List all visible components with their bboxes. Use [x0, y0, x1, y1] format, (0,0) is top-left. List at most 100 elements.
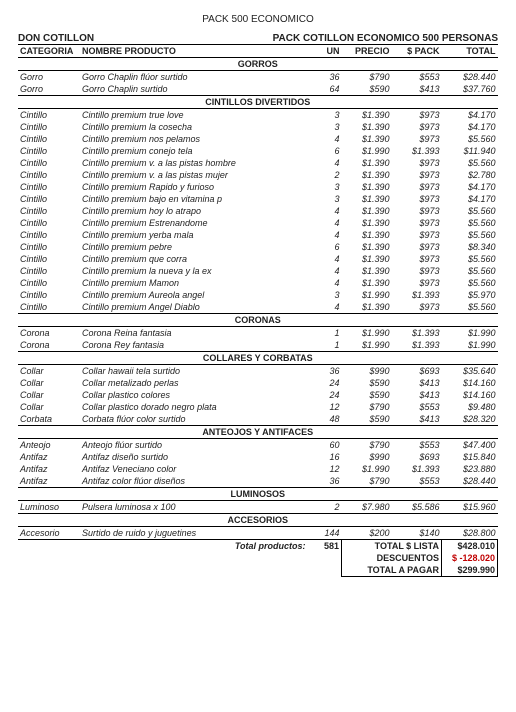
cell: $1.390 [342, 157, 392, 169]
cell: Cintillo [18, 289, 80, 301]
section-title-row: LUMINOSOS [18, 488, 498, 501]
cell: $4.170 [442, 121, 498, 133]
cell: Antifaz [18, 463, 80, 475]
cell: Cintillo premium true love [80, 109, 308, 122]
cell: $1.990 [342, 463, 392, 475]
cell: $973 [392, 133, 442, 145]
cell: Collar hawaii tela surtido [80, 365, 308, 378]
cell: Cintillo premium v. a las pistas mujer [80, 169, 308, 181]
cell: 2 [308, 169, 342, 181]
table-row: CintilloCintillo premium true love3$1.39… [18, 109, 498, 122]
cell: Gorro Chaplin surtido [80, 83, 308, 96]
cell: $1.990 [342, 327, 392, 340]
table-row: CintilloCintillo premium yerba mala4$1.3… [18, 229, 498, 241]
cell: 3 [308, 121, 342, 133]
cell: $1.390 [342, 121, 392, 133]
cell: $1.390 [342, 133, 392, 145]
section-title-row: GORROS [18, 58, 498, 71]
cell: Cintillo premium Mamon [80, 277, 308, 289]
section-title: ACCESORIOS [18, 514, 498, 527]
cell: $28.320 [442, 413, 498, 426]
col-nombre: NOMBRE PRODUCTO [80, 45, 308, 58]
cell: 3 [308, 289, 342, 301]
section-title-row: ANTEOJOS Y ANTIFACES [18, 426, 498, 439]
table-row: CintilloCintillo premium la cosecha3$1.3… [18, 121, 498, 133]
cell: $693 [392, 365, 442, 378]
table-row: CollarCollar hawaii tela surtido36$990$6… [18, 365, 498, 378]
cell: $28.800 [442, 527, 498, 540]
cell: Gorro [18, 83, 80, 96]
table-row: GorroGorro Chaplin flúor surtido36$790$5… [18, 71, 498, 84]
cell: $413 [392, 377, 442, 389]
cell: 4 [308, 229, 342, 241]
cell: Cintillo [18, 301, 80, 314]
cell: $973 [392, 265, 442, 277]
cell: $4.170 [442, 193, 498, 205]
cell: $590 [342, 377, 392, 389]
cell: 4 [308, 133, 342, 145]
cell: 64 [308, 83, 342, 96]
section-title: ANTEOJOS Y ANTIFACES [18, 426, 498, 439]
cell: $1.990 [342, 289, 392, 301]
cell: Collar plastico dorado negro plata [80, 401, 308, 413]
total-lista-label: TOTAL $ LISTA [342, 540, 442, 553]
cell: $973 [392, 157, 442, 169]
cell: $1.390 [342, 241, 392, 253]
cell: $973 [392, 301, 442, 314]
cell: Anteojo flúor surtido [80, 439, 308, 452]
cell: 24 [308, 389, 342, 401]
cell: $790 [342, 401, 392, 413]
cell: $973 [392, 229, 442, 241]
cell: 3 [308, 193, 342, 205]
cell: $5.560 [442, 277, 498, 289]
cell: $37.760 [442, 83, 498, 96]
cell: 4 [308, 301, 342, 314]
cell: 4 [308, 265, 342, 277]
cell: Cintillo premium que corra [80, 253, 308, 265]
section-title: LUMINOSOS [18, 488, 498, 501]
table-row: CintilloCintillo premium Aureola angel3$… [18, 289, 498, 301]
total-pagar-value: $299.990 [442, 564, 498, 577]
section-title-row: ACCESORIOS [18, 514, 498, 527]
cell: $1.390 [342, 109, 392, 122]
totals-row-pagar: TOTAL A PAGAR$299.990 [18, 564, 498, 577]
cell: Cintillo [18, 229, 80, 241]
table-row: CintilloCintillo premium conejo tela6$1.… [18, 145, 498, 157]
cell: Cintillo premium la nueva y la ex [80, 265, 308, 277]
cell: $4.170 [442, 109, 498, 122]
col-precio: PRECIO [342, 45, 392, 58]
col-total: TOTAL [442, 45, 498, 58]
section-title: COLLARES Y CORBATAS [18, 352, 498, 365]
cell: $590 [342, 389, 392, 401]
cell: $973 [392, 169, 442, 181]
cell: $553 [392, 475, 442, 488]
cell: Cintillo [18, 205, 80, 217]
cell: $973 [392, 217, 442, 229]
cell: Cintillo premium Estrenandome [80, 217, 308, 229]
table-row: AntifazAntifaz Veneciano color12$1.990$1… [18, 463, 498, 475]
cell: 4 [308, 277, 342, 289]
cell: Corona [18, 339, 80, 352]
cell: $973 [392, 121, 442, 133]
cell: 12 [308, 401, 342, 413]
cell: $140 [392, 527, 442, 540]
cell: $7.980 [342, 501, 392, 514]
cell: Antifaz diseño surtido [80, 451, 308, 463]
cell: $15.840 [442, 451, 498, 463]
table-row: CintilloCintillo premium pebre6$1.390$97… [18, 241, 498, 253]
cell: $1.390 [342, 169, 392, 181]
cell: Surtido de ruido y juguetines [80, 527, 308, 540]
cell: Cintillo [18, 277, 80, 289]
cell: Antifaz [18, 475, 80, 488]
cell: $553 [392, 439, 442, 452]
cell: Cintillo [18, 109, 80, 122]
cell: $1.390 [342, 217, 392, 229]
cell: Corbata flúor color surtido [80, 413, 308, 426]
table-row: CoronaCorona Reina fantasia1$1.990$1.393… [18, 327, 498, 340]
cell: Collar plastico colores [80, 389, 308, 401]
cell: $1.390 [342, 229, 392, 241]
cell: 60 [308, 439, 342, 452]
cell: Collar [18, 377, 80, 389]
cell: 36 [308, 365, 342, 378]
cell: Cintillo [18, 157, 80, 169]
